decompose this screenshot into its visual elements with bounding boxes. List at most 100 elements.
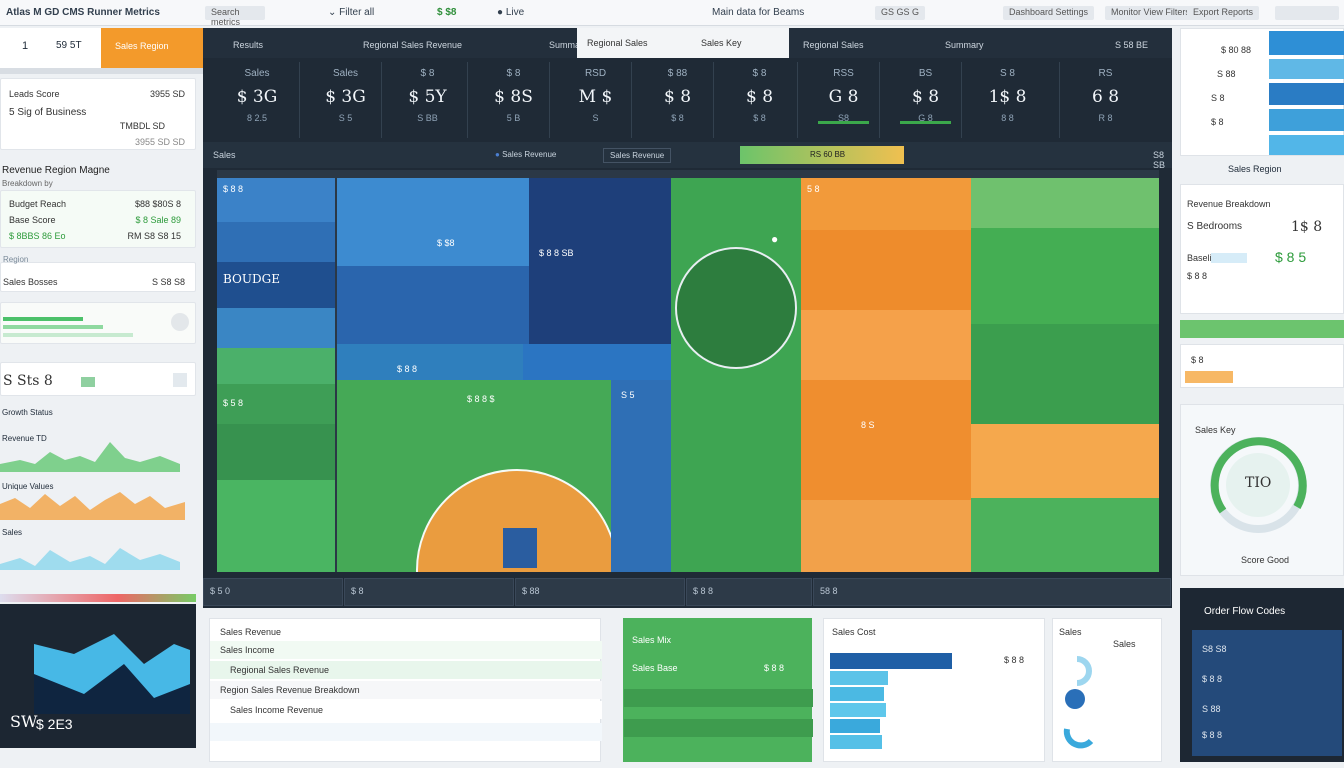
kpi-sub: S BB (417, 113, 438, 123)
tile-blue-6[interactable] (337, 266, 529, 344)
tile-orange-5[interactable] (801, 500, 971, 572)
sub-more[interactable]: S8 SB (1153, 150, 1166, 170)
filter-chip[interactable]: GS GS G (875, 6, 926, 20)
tile-green-1[interactable] (217, 348, 335, 384)
panel-title: Sales Revenue (220, 627, 282, 637)
expand-icon[interactable] (173, 373, 187, 387)
list-row[interactable]: Regional Sales Revenue (210, 661, 602, 679)
marker-icon: ● (771, 232, 779, 246)
menu-extra[interactable] (1275, 6, 1339, 20)
tab-sales-key: Sales Key (701, 38, 742, 48)
progress-bar-2 (3, 325, 103, 329)
tab-regional-sales-active[interactable]: Regional Sales Sales Key (577, 28, 789, 58)
tile-green-7[interactable] (971, 178, 1159, 228)
green-row-1: Sales Mix (632, 635, 672, 645)
tab-regional-2[interactable]: Regional Sales (803, 40, 864, 50)
sales-bosses-label: Sales Bosses (3, 277, 58, 287)
menu-dashboard-settings[interactable]: Dashboard Settings (1003, 6, 1095, 20)
sub-progress-label: RS 60 BB (810, 150, 846, 159)
base-label: Base Score (9, 215, 56, 225)
orange-chip (1185, 371, 1233, 383)
tile-green-2[interactable]: $ 5 8 (217, 384, 335, 424)
tile-green-9[interactable] (971, 324, 1159, 424)
progress-card (0, 302, 196, 344)
filter-menu[interactable]: ⌄ Filter all (328, 7, 374, 18)
tile-orange-3[interactable] (801, 310, 971, 380)
area-chart (34, 634, 190, 714)
tile-blue-1[interactable]: $ 8 8 (217, 178, 335, 222)
list-row[interactable]: Region Sales Revenue Breakdown (210, 681, 602, 699)
kpi-value: $ 3G (236, 87, 278, 107)
tile-green-8[interactable] (971, 228, 1159, 324)
tab-summary[interactable]: Summary (549, 40, 588, 50)
tile-navy-1[interactable]: $ 8 8 SB (529, 178, 671, 346)
donut-label: Sales (1113, 639, 1136, 649)
tile-blue-7[interactable]: $ 8 8 (337, 344, 523, 380)
spark-label-1: Revenue TD (2, 434, 47, 443)
top-bar: Atlas M GD CMS Runner Metrics Search met… (0, 0, 1344, 27)
business-label: 5 Sig of Business (9, 107, 87, 118)
ring-overlay (675, 247, 797, 369)
small-card-label: $ 8 (1191, 355, 1204, 365)
tile-green-10[interactable] (971, 498, 1159, 572)
tile-orange-6[interactable] (971, 424, 1159, 498)
leads-card: Leads Score 3955 SD 5 Sig of Business TM… (0, 78, 196, 150)
tile-orange-2[interactable] (801, 230, 971, 310)
list-row[interactable]: Sales Income Revenue (210, 701, 602, 719)
tile-green-5[interactable]: $ 8 8 $ (337, 380, 611, 572)
list-row-label: Regional Sales Revenue (230, 665, 330, 675)
tile-blue-4[interactable] (217, 308, 335, 348)
kpi-1: Sales $ 3G 8 2.5 (211, 62, 303, 138)
region-title: Region (3, 255, 29, 264)
legend-item[interactable]: ● Sales Revenue (495, 150, 556, 159)
bottom-cell-2[interactable]: $ 8 (344, 578, 514, 606)
tile-label: $ 5 8 (223, 398, 244, 408)
cost-bar-4 (830, 703, 886, 717)
sub-title: Sales (213, 150, 236, 160)
breakdown-row-2: Baseline (1187, 253, 1222, 263)
kpi-sub: $ 8 (671, 113, 684, 123)
growth-title: Growth Status (2, 408, 53, 417)
kpi-10: S 8 1$ 8 8 8 (961, 62, 1053, 138)
list-row[interactable]: Sales Income (210, 641, 602, 659)
kpi-label: $ 8 (506, 68, 521, 79)
bottom-cell-4[interactable]: $ 8 8 (686, 578, 812, 606)
menu-monitor[interactable]: Monitor View Filters (1105, 6, 1196, 20)
sales-value: RM S8 S8 15 (127, 231, 181, 241)
kpi-sub: 8 8 (1001, 113, 1014, 123)
kpi-value: 1$ 8 (988, 87, 1027, 107)
tile-orange-4[interactable]: 8 S (801, 380, 971, 500)
green-row-2: Sales Base (632, 663, 678, 673)
tile-blue-3[interactable]: BOUDGE (217, 262, 335, 308)
tab-summary-2[interactable]: Summary (945, 40, 984, 50)
status-label: Live (505, 7, 525, 18)
kpi-label: BS (918, 68, 933, 79)
tile-blue-2[interactable] (217, 222, 335, 262)
tile-blue-8[interactable] (523, 344, 671, 380)
tile-green-4[interactable] (217, 480, 335, 572)
bottom-cell-5[interactable]: 58 8 (813, 578, 1171, 606)
tab-extra[interactable]: S 58 BE (1115, 40, 1149, 50)
leads-value: 3955 SD (149, 89, 185, 99)
tab-regional[interactable]: Regional Sales Revenue (363, 40, 463, 50)
bottom-cell-3[interactable]: $ 88 (515, 578, 685, 606)
tile-blue-5[interactable]: $ $8 (337, 178, 529, 266)
tab-sales-region[interactable]: Sales Region (101, 28, 203, 68)
mini-highlight (1211, 253, 1247, 263)
list-row[interactable] (210, 723, 602, 741)
info-icon[interactable] (171, 313, 189, 331)
tile-label: $ 8 8 $ (467, 394, 495, 404)
kpi-9: BS $ 8 G 8 (879, 62, 971, 138)
tile-green-6[interactable]: ● (671, 178, 801, 572)
tile-label: $ 8 8 SB (539, 248, 574, 258)
bottom-cell-1[interactable]: $ 5 0 (203, 578, 343, 606)
filter-chip[interactable]: Sales Revenue (603, 148, 672, 163)
search-input[interactable]: Search metrics (205, 6, 265, 27)
tab-results[interactable]: Results (233, 40, 264, 50)
right-small-card: $ 8 (1180, 344, 1344, 388)
menu-export[interactable]: Export Reports (1187, 6, 1260, 20)
tile-green-3[interactable] (217, 424, 335, 480)
kpi-5: RSD M $ S (549, 62, 641, 138)
tile-orange-1[interactable]: 5 8 (801, 178, 971, 230)
green-bar-right (1180, 320, 1344, 338)
